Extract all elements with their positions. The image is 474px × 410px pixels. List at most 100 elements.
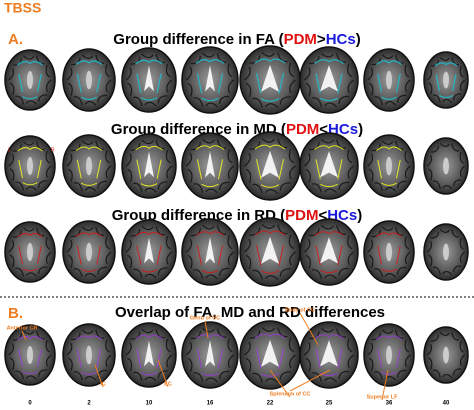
gyrus xyxy=(305,168,311,183)
difference-overlay xyxy=(376,60,402,101)
gyrus xyxy=(202,138,215,144)
gyrus xyxy=(218,267,230,276)
title-part: ) xyxy=(357,207,362,224)
annotation: Anterior CR xyxy=(7,325,38,331)
gyrus xyxy=(81,54,94,59)
panel-label: A. xyxy=(8,31,23,48)
gyrus xyxy=(105,354,112,368)
gyrus xyxy=(105,79,112,93)
gyrus xyxy=(347,79,355,93)
ventricle xyxy=(205,237,215,264)
gyrus xyxy=(265,103,279,108)
ventricle xyxy=(86,345,92,365)
gyrus xyxy=(185,153,193,167)
difference-overlay xyxy=(195,231,225,274)
gyrus xyxy=(303,153,311,167)
brain-slice xyxy=(299,132,359,200)
brain-slice xyxy=(121,47,177,113)
brain-slice xyxy=(62,134,116,198)
gyrus xyxy=(426,68,433,81)
gyrus xyxy=(125,67,132,81)
ventricle xyxy=(386,70,392,90)
annotation-arrow xyxy=(204,320,209,339)
gyrus xyxy=(336,139,347,149)
annotation: EC xyxy=(164,381,172,387)
gyrus xyxy=(338,267,349,276)
gyrus xyxy=(227,149,233,164)
difference-overlay xyxy=(135,231,163,273)
annotation: Body of CC xyxy=(285,307,315,313)
gyrus xyxy=(428,168,433,181)
gyrus xyxy=(125,342,132,356)
gyrus xyxy=(245,254,252,270)
gyrus xyxy=(338,370,349,379)
title-part: < xyxy=(319,121,328,138)
difference-overlay xyxy=(135,145,163,187)
difference-overlay xyxy=(135,334,163,376)
difference-overlay xyxy=(17,233,43,272)
gyrus xyxy=(288,62,295,78)
gyrus xyxy=(426,154,433,167)
ventricle xyxy=(386,345,392,365)
gyrus xyxy=(97,369,107,378)
gyrus xyxy=(244,238,251,253)
annotation-arrow xyxy=(21,330,27,341)
gyrus xyxy=(45,339,51,353)
gyrus xyxy=(382,226,394,231)
panel-label: B. xyxy=(8,305,23,322)
title-part: Group difference in FA ( xyxy=(113,31,283,48)
gyrus xyxy=(9,168,15,182)
annotation: Splenium of CC xyxy=(270,391,311,397)
title-part: PDM xyxy=(284,31,317,48)
gyrus xyxy=(426,343,433,356)
brain-slice xyxy=(121,322,177,388)
gyrus xyxy=(426,240,433,253)
gyrus xyxy=(452,265,462,273)
ventricle xyxy=(443,157,449,175)
gyrus xyxy=(459,354,466,367)
difference-overlay xyxy=(17,336,43,375)
brain-slice xyxy=(423,223,469,281)
ventricle xyxy=(86,156,92,176)
gyrus xyxy=(187,168,193,183)
gyrus xyxy=(218,370,230,379)
gyrus xyxy=(347,338,353,353)
annotation-arrow xyxy=(157,359,169,388)
gyrus xyxy=(157,95,168,104)
gyrus xyxy=(8,343,15,356)
title-part: > xyxy=(317,31,326,48)
ventricle xyxy=(205,65,215,92)
gyrus xyxy=(459,165,466,178)
gyrus xyxy=(265,275,279,280)
gyrus xyxy=(23,227,35,232)
gyrus xyxy=(289,79,296,94)
gyrus xyxy=(277,327,288,338)
difference-overlay xyxy=(376,146,402,186)
brain-slice xyxy=(363,220,415,284)
ventricle xyxy=(205,340,215,367)
slice-number: 16 xyxy=(207,401,214,407)
gyrus xyxy=(9,254,15,268)
gyrus xyxy=(347,149,353,164)
gyrus xyxy=(252,269,263,280)
title-part: < xyxy=(318,207,327,224)
gyrus xyxy=(165,338,171,353)
gyrus xyxy=(45,165,52,178)
gyrus xyxy=(261,138,275,143)
gyrus xyxy=(187,357,193,372)
gyrus xyxy=(8,68,15,81)
gyrus xyxy=(193,372,204,382)
brain-slice xyxy=(299,46,359,114)
gyrus xyxy=(23,330,35,335)
gyrus xyxy=(105,251,112,265)
gyrus xyxy=(320,224,334,230)
gyrus xyxy=(97,180,107,189)
gyrus xyxy=(451,332,459,341)
brain-slice xyxy=(299,218,359,286)
gyrus xyxy=(244,341,251,356)
gyrus xyxy=(261,224,275,229)
difference-overlay xyxy=(195,59,225,102)
gyrus xyxy=(347,354,355,368)
gyrus xyxy=(73,182,83,192)
gyrus xyxy=(81,140,94,145)
